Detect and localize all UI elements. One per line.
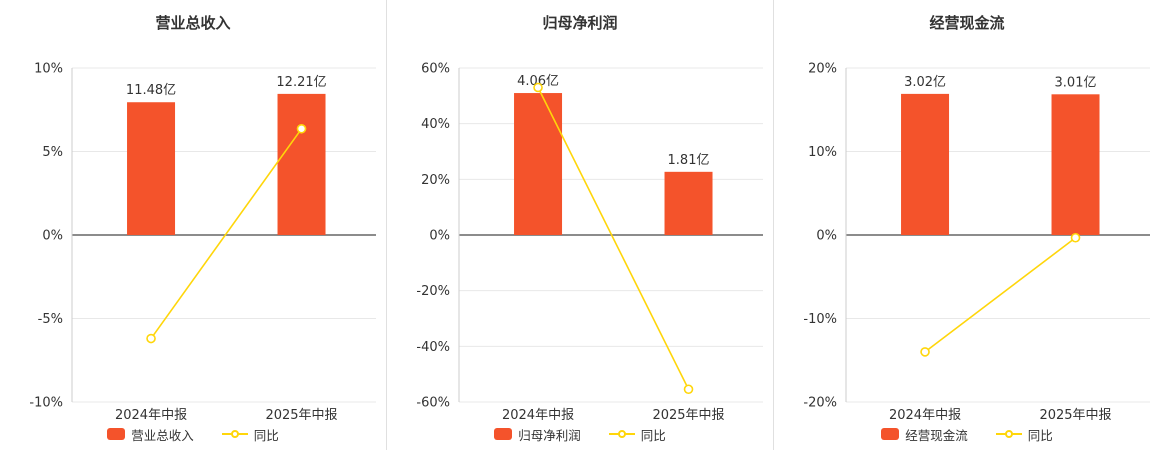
legend-label: 同比: [253, 427, 279, 443]
legend-item-bar[interactable]: 营业总收入: [107, 425, 194, 444]
legend-label: 同比: [640, 427, 666, 443]
legend-item-line[interactable]: 同比: [995, 425, 1053, 444]
line-swatch-icon: [995, 430, 1022, 438]
bar-swatch-icon: [494, 428, 513, 440]
yoy-line: [537, 87, 690, 390]
x-axis-label: 2024年中报: [889, 408, 961, 420]
y-tick-label: -5%: [38, 312, 63, 327]
x-axis-label: 2025年中报: [1039, 408, 1111, 420]
legend-label: 营业总收入: [131, 427, 194, 443]
legend-item-bar[interactable]: 归母净利润: [494, 425, 581, 444]
yoy-marker[interactable]: [1070, 232, 1081, 243]
bar-value-label: 4.06亿: [517, 74, 559, 89]
y-tick-label: 10%: [34, 62, 63, 77]
bar-value-label: 3.02亿: [904, 75, 946, 90]
x-axis-label: 2025年中报: [652, 408, 724, 420]
chart-legend: 归母净利润 同比: [387, 420, 773, 448]
y-tick-label: 5%: [42, 145, 63, 160]
bar[interactable]: [514, 93, 563, 235]
y-tick-label: 0%: [816, 229, 837, 244]
bar-swatch-icon: [881, 428, 900, 440]
bar[interactable]: [127, 102, 176, 235]
chart-legend: 营业总收入 同比: [0, 420, 386, 448]
yoy-marker[interactable]: [533, 82, 543, 93]
yoy-line: [924, 237, 1077, 353]
yoy-marker[interactable]: [146, 333, 156, 344]
line-marker-icon: [1004, 430, 1013, 438]
yoy-marker[interactable]: [683, 384, 694, 395]
revenue-chart: 10% 5% 0% -5% -10% 11.48亿 12.21亿 2024年中报 2025年中报: [29, 62, 376, 420]
yoy-line: [150, 128, 303, 340]
line-marker-icon: [230, 430, 239, 438]
y-tick-label: -10%: [29, 396, 63, 411]
bar-value-label: 12.21亿: [276, 75, 326, 90]
bar-value-label: 1.81亿: [668, 153, 710, 168]
chart-legend: 经营现金流 同比: [774, 420, 1160, 448]
panel-divider: [386, 0, 387, 450]
chart-panel-revenue: 营业总收入 10% 5% 0% -5% -10% 11.48亿 12.21亿 2024年中报 2…: [0, 0, 386, 450]
bar[interactable]: [1051, 94, 1100, 235]
legend-item-line[interactable]: 同比: [221, 425, 279, 444]
line-swatch-icon: [608, 430, 635, 438]
x-axis-label: 2025年中报: [265, 408, 337, 420]
bar-swatch-icon: [107, 428, 126, 440]
legend-item-line[interactable]: 同比: [608, 425, 666, 444]
bar[interactable]: [901, 93, 950, 235]
y-tick-label: -60%: [416, 396, 450, 411]
chart-panel-net-profit: 归母净利润 60% 40% 20% 0% -20% -40% -60% 4.06亿 1.81亿 2…: [387, 0, 773, 450]
y-tick-label: -40%: [416, 340, 450, 355]
y-tick-label: 10%: [808, 145, 837, 160]
panel-divider: [773, 0, 774, 450]
x-axis-label: 2024年中报: [502, 408, 574, 420]
cash-flow-chart: 20% 10% 0% -10% -20% 3.02亿 3.01亿 2024年中报 2025年中报: [803, 62, 1150, 420]
x-axis-label: 2024年中报: [115, 408, 187, 420]
chart-title: 归母净利润: [542, 14, 618, 32]
y-tick-label: 0%: [42, 229, 63, 244]
legend-label: 归母净利润: [518, 427, 581, 443]
yoy-marker[interactable]: [296, 123, 307, 134]
y-tick-label: 20%: [808, 62, 837, 77]
bar-value-label: 3.01亿: [1055, 75, 1097, 90]
y-tick-label: 0%: [429, 229, 450, 244]
bar[interactable]: [277, 93, 326, 235]
y-tick-label: -20%: [803, 396, 837, 411]
chart-title: 营业总收入: [155, 14, 231, 32]
legend-label: 同比: [1027, 427, 1053, 443]
y-tick-label: 60%: [421, 62, 450, 77]
yoy-marker[interactable]: [920, 347, 930, 357]
line-swatch-icon: [221, 430, 248, 438]
y-tick-label: -10%: [803, 312, 837, 327]
bar-value-label: 11.48亿: [126, 83, 176, 98]
y-tick-label: 20%: [421, 173, 450, 188]
y-tick-label: 40%: [421, 117, 450, 132]
net-profit-chart: 60% 40% 20% 0% -20% -40% -60% 4.06亿 1.81亿 2024年中报…: [416, 62, 763, 420]
legend-item-bar[interactable]: 经营现金流: [881, 425, 968, 444]
y-tick-label: -20%: [416, 284, 450, 299]
chart-panel-cash-flow: 经营现金流 20% 10% 0% -10% -20% 3.02亿 3.01亿 2024年中报 2…: [774, 0, 1160, 450]
chart-title: 经营现金流: [929, 14, 1005, 32]
legend-label: 经营现金流: [905, 427, 968, 443]
bar[interactable]: [664, 171, 713, 235]
line-marker-icon: [617, 430, 626, 438]
